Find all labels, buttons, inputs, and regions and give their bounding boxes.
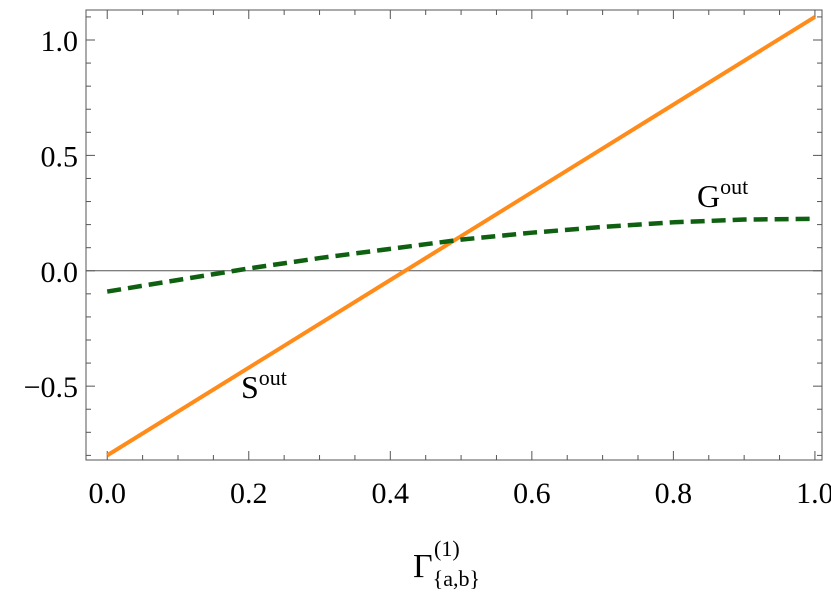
series-line-g	[106, 216, 815, 294]
x-tick-label: 1.0	[796, 477, 831, 510]
x-tick-label: 0.0	[88, 477, 126, 510]
x-tick-labels: 0.0 0.2 0.4 0.6 0.8 1.0	[88, 477, 831, 510]
x-tick-label: 0.2	[230, 477, 268, 510]
y-tick-label: −0.5	[24, 371, 78, 404]
plot-frame	[85, 9, 823, 461]
x-axis-label-base: Γ	[413, 548, 433, 585]
y-tick-label: 0.0	[41, 256, 79, 289]
y-tick-label: 1.0	[41, 25, 79, 58]
series-label-g: Gout	[697, 174, 748, 214]
tick-marks	[86, 10, 822, 460]
series-label-g-base: G	[697, 178, 720, 214]
x-axis-label-sub: {a,b}	[433, 566, 480, 591]
series-layer	[106, 15, 816, 458]
series-label-s-sup: out	[259, 365, 287, 390]
x-tick-label: 0.6	[513, 477, 551, 510]
series-line-s	[106, 15, 816, 458]
series-label-s: Sout	[241, 365, 287, 405]
y-tick-labels: −0.5 0.0 0.5 1.0	[24, 25, 78, 404]
y-tick-label: 0.5	[41, 140, 79, 173]
x-axis-label-sup: (1)	[434, 536, 460, 561]
x-tick-label: 0.8	[655, 477, 693, 510]
series-label-s-base: S	[241, 369, 259, 405]
x-tick-label: 0.4	[372, 477, 410, 510]
series-label-g-sup: out	[720, 174, 748, 199]
x-axis-label: Γ{a,b}	[413, 548, 480, 591]
